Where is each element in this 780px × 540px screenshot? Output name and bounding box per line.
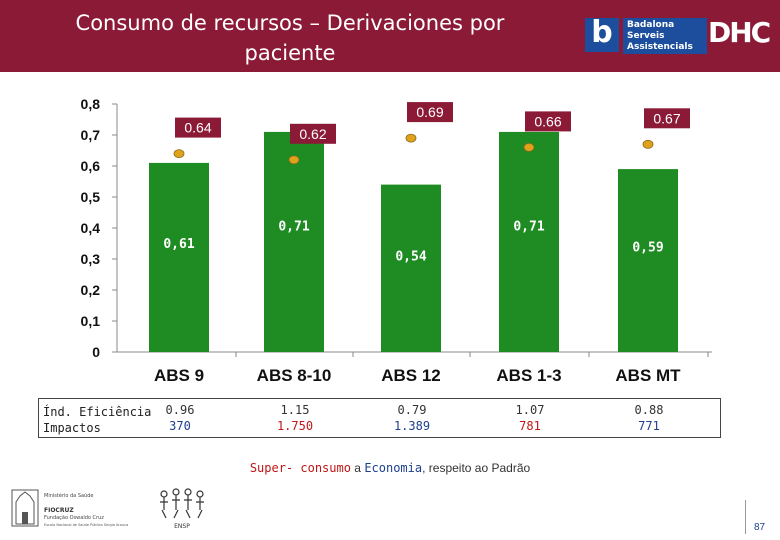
standard-value-label: 0.64 [184, 120, 211, 136]
x-tick-label: ABS 9 [154, 366, 204, 385]
badalona-logo-text: Badalona Serveis Assistencials [623, 18, 707, 54]
x-tick-label: ABS MT [615, 366, 681, 385]
logo-text-line: Assistencials [627, 42, 693, 52]
standard-value-label: 0.62 [299, 126, 326, 142]
efficiency-cell: 0.88 [634, 403, 664, 417]
impact-cell: 1.389 [393, 419, 431, 433]
bar-chart: 0 0,1 0,2 0,3 0,4 0,5 0,6 0,7 0,8 0,61 0.64 ABS 9 0,… [81, 96, 712, 385]
standard-value-label: 0.66 [534, 113, 561, 129]
bar-value-label: 0,61 [163, 237, 194, 252]
ensp-emblem-icon: ENSP [160, 488, 204, 530]
efficiency-row-label: Índ. Eficiência [43, 405, 152, 419]
y-tick-label: 0,2 [81, 282, 101, 298]
caption-overconsumption: Super- consumo [249, 461, 351, 475]
fiocruz-text-line: FIOCRUZ [44, 507, 74, 514]
emblem-text: ENSP [174, 523, 190, 530]
standard-marker [523, 143, 535, 152]
fiocruz-text-line: Ministério da Saúde [44, 492, 93, 499]
standard-marker [288, 155, 300, 165]
bar-value-label: 0,54 [395, 249, 426, 264]
fiocruz-text-line: Fundação Oswaldo Cruz [44, 515, 104, 521]
standard-value-label: 0.69 [416, 104, 443, 120]
bar-value-label: 0,71 [278, 220, 309, 235]
caption-economy: Economia [364, 461, 423, 475]
page-title: Consumo de recursos – Derivaciones por p… [30, 8, 550, 68]
y-tick-label: 0,6 [81, 158, 101, 174]
logo-text-line: Badalona [627, 20, 675, 30]
bar-value-label: 0,71 [513, 220, 544, 235]
page-number: 87 [754, 522, 766, 533]
caption-connector: a [350, 461, 365, 475]
standard-label-box [290, 123, 336, 144]
table-row-labels: Índ. Eficiência Impactos [43, 404, 151, 436]
standard-label-box [407, 102, 453, 123]
page-divider [745, 500, 746, 534]
dhc-logo-icon: DHC [708, 16, 771, 49]
header-band: Consumo de recursos – Derivaciones por p… [0, 0, 780, 72]
efficiency-cell: 1.07 [515, 403, 545, 417]
bar [618, 169, 678, 352]
standard-label-box [644, 108, 690, 129]
y-tick-label: 0 [92, 344, 100, 360]
fiocruz-logo-icon: Ministério da Saúde FIOCRUZ Fundação Osw… [11, 489, 128, 527]
y-tick-label: 0,8 [81, 96, 101, 112]
impacts-row-label: Impactos [43, 421, 101, 435]
logo-text-line: Serveis [627, 31, 665, 41]
standard-marker [642, 139, 654, 149]
standard-marker [173, 149, 185, 158]
efficiency-table: Índ. Eficiência Impactos 0.96 370 1.15 1.75… [38, 398, 721, 438]
bar [264, 131, 324, 352]
efficiency-cell: 1.15 [280, 403, 310, 417]
impact-cell: 1.750 [276, 419, 314, 433]
standard-marker [405, 133, 417, 143]
x-tick-label: ABS 8-10 [257, 366, 332, 385]
title-line-1: Consumo de recursos – Derivaciones por [75, 11, 505, 35]
impact-cell: 781 [519, 419, 541, 433]
fiocruz-text-line: Escola Nacional de Saúde Pública Sergio … [44, 523, 128, 527]
standard-label-box [175, 117, 221, 138]
y-tick-label: 0,3 [81, 251, 101, 267]
x-tick-label: ABS 12 [381, 366, 441, 385]
bar [499, 131, 559, 352]
y-tick-label: 0,1 [81, 313, 101, 329]
y-tick-label: 0,7 [81, 127, 101, 143]
standard-label-box [525, 111, 571, 132]
impact-cell: 370 [169, 419, 191, 433]
chart-caption: Super- consumo a Economia, respeito ao P… [0, 461, 780, 475]
title-line-2: paciente [244, 41, 336, 65]
impact-cell: 771 [638, 419, 660, 433]
efficiency-cell: 0.96 [165, 403, 195, 417]
bar [149, 162, 209, 352]
badalona-b-logo-icon: b [585, 18, 619, 52]
y-tick-label: 0,5 [81, 189, 101, 205]
bar-value-label: 0,59 [632, 241, 663, 256]
bar [381, 184, 441, 352]
standard-value-label: 0.67 [653, 110, 680, 126]
caption-tail: , respeito ao Padrão [422, 461, 531, 475]
y-tick-label: 0,4 [81, 220, 101, 236]
efficiency-cell: 0.79 [397, 403, 427, 417]
x-tick-label: ABS 1-3 [496, 366, 561, 385]
